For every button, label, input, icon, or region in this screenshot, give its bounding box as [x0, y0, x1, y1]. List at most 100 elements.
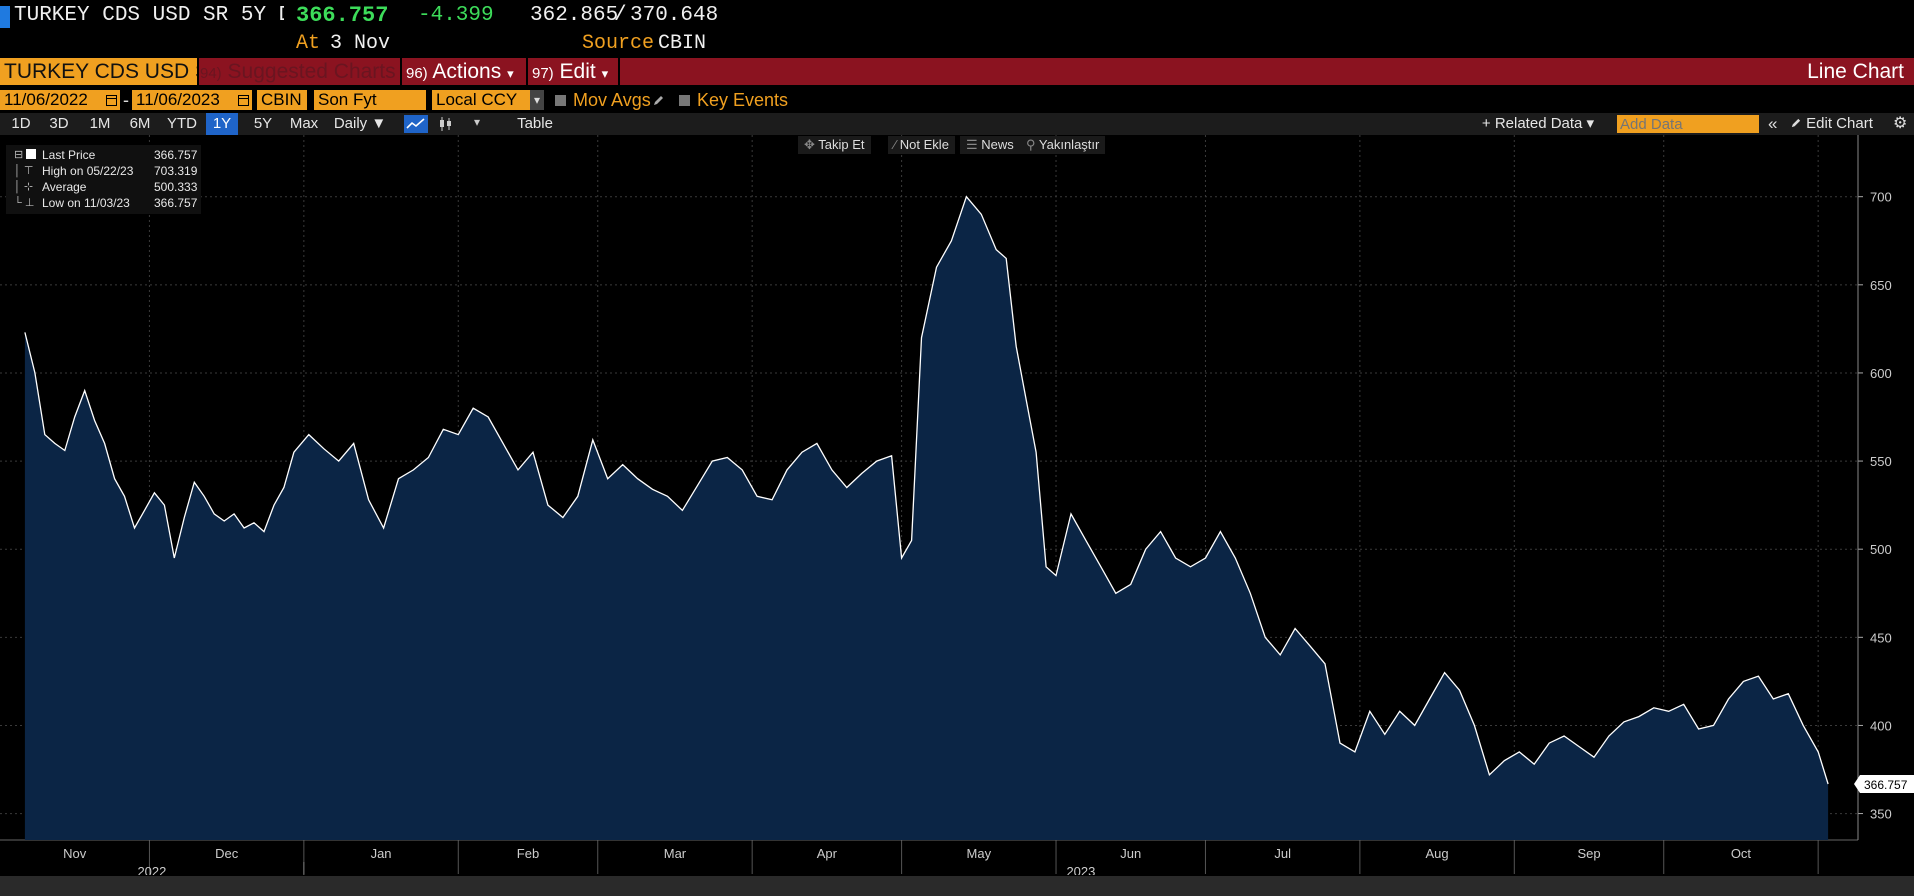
tool-label: Yakınlaştır [1038, 137, 1100, 152]
day-high: 370.648 [630, 4, 719, 27]
legend-value: 366.757 [154, 148, 198, 162]
candle-chart-icon[interactable] [436, 115, 456, 133]
pencil-icon [1791, 118, 1801, 128]
actions-button[interactable]: 96) Actions ▾ [406, 58, 524, 85]
field-selector[interactable]: Son Fyt [314, 90, 426, 110]
last-value-label: 366.757 [1864, 778, 1908, 792]
status-footer [0, 876, 1914, 896]
range-button-1y[interactable]: 1Y [206, 113, 238, 135]
mov-avgs-checkbox[interactable] [555, 95, 566, 106]
legend-average: │ ⊹ Average 500.333 [6, 179, 201, 195]
function-toolbar: TURKEY CDS USD SR 94) Suggested Charts 9… [0, 58, 1914, 85]
y-tick-label: 500 [1870, 542, 1892, 557]
calendar-icon[interactable] [106, 94, 117, 106]
last-price: 366.757 [296, 3, 389, 28]
edit-chart-label: Edit Chart [1806, 115, 1873, 132]
edit-button[interactable]: 97) Edit ▾ [532, 58, 616, 85]
legend-label: Average [42, 180, 87, 194]
add-data-input[interactable] [1617, 115, 1759, 133]
range-separator: / [614, 4, 627, 27]
tool-label: News [981, 137, 1014, 152]
series-area-fill [24, 196, 1829, 840]
x-month-label: May [967, 846, 992, 861]
security-tab-marker[interactable] [0, 6, 10, 28]
tool-label: Not Ekle [899, 137, 949, 152]
chart-parameters: 11/06/2022 - 11/06/2023 CBIN Son Fyt Loc… [0, 87, 1914, 113]
chart-type-label: Line Chart [1807, 60, 1904, 83]
edit-chart-button[interactable]: Edit Chart [1790, 113, 1892, 135]
start-date-value: 11/06/2022 [4, 90, 88, 109]
collapse-icon[interactable]: « [1768, 114, 1778, 133]
table-button[interactable]: Table [517, 115, 553, 132]
news-icon: ☰ [966, 137, 982, 152]
zoom-button[interactable]: ⚲ Yakınlaştır [1020, 136, 1106, 154]
average-marker-icon: │ ⊹ [14, 181, 34, 193]
news-button[interactable]: ☰ News [960, 136, 1020, 154]
at-value: 3 Nov [330, 32, 391, 55]
calendar-icon[interactable] [238, 94, 249, 106]
legend-low: └ ⊥ Low on 11/03/23 366.757 [6, 195, 201, 211]
chart-style-dropdown[interactable]: ▾ [474, 115, 481, 129]
x-month-label: Jun [1120, 846, 1141, 861]
legend-label: Last Price [42, 148, 96, 162]
at-label: At [296, 32, 321, 55]
x-month-label: Jul [1274, 846, 1291, 861]
range-button-6m[interactable]: 6M [129, 115, 151, 132]
legend-high: │ ⊤ High on 05/22/23 703.319 [6, 163, 201, 179]
legend-label: High on 05/22/23 [42, 164, 134, 178]
x-month-label: Oct [1731, 846, 1752, 861]
range-button-3d[interactable]: 3D [49, 115, 69, 132]
end-date-field[interactable]: 11/06/2023 [132, 90, 252, 110]
range-button-max[interactable]: Max [289, 115, 319, 132]
source-field[interactable]: CBIN [257, 90, 307, 110]
mov-avgs-label[interactable]: Mov Avgs [573, 90, 651, 110]
range-button-ytd[interactable]: YTD [167, 115, 197, 132]
x-month-label: Feb [517, 846, 539, 861]
legend-last-price[interactable]: ⊟ Last Price 366.757 [6, 147, 201, 163]
x-month-label: Aug [1426, 846, 1449, 861]
currency-value: Local CCY [436, 90, 518, 109]
security-subheader: At 3 Nov Source CBIN [0, 30, 1914, 58]
range-button-5y[interactable]: 5Y [253, 115, 273, 132]
legend-value: 500.333 [154, 180, 198, 194]
last-value-tag [1854, 775, 1914, 794]
gear-icon[interactable]: ⚙ [1893, 115, 1908, 132]
legend-value: 703.319 [154, 164, 198, 178]
series-line-last-price [24, 195, 1829, 785]
range-button-1d[interactable]: 1D [11, 115, 31, 132]
y-tick-label: 550 [1870, 454, 1892, 469]
range-button-1m[interactable]: 1M [89, 115, 111, 132]
tool-label: Takip Et [818, 137, 865, 152]
x-month-label: Apr [817, 846, 838, 861]
legend-checkbox-icon[interactable]: ⊟ [14, 147, 38, 163]
actions-label: Actions [432, 60, 502, 83]
key-events-label[interactable]: Key Events [697, 90, 789, 110]
key-events-checkbox[interactable] [679, 95, 690, 106]
chevron-down-icon: ▾ [530, 90, 544, 110]
suggested-charts-label: Suggested Charts [227, 60, 396, 83]
currency-selector[interactable]: Local CCY ▾ [432, 90, 544, 110]
pencil-icon[interactable] [652, 94, 665, 107]
y-tick-label: 600 [1870, 366, 1892, 381]
x-year-label: 2023 [1066, 864, 1095, 875]
ticker-field[interactable]: TURKEY CDS USD SR [0, 58, 197, 85]
high-marker-icon: │ ⊤ [14, 165, 34, 177]
start-date-field[interactable]: 11/06/2022 [0, 90, 120, 110]
periodicity-selector[interactable]: Daily ▼ [333, 115, 387, 132]
low-marker-icon: └ ⊥ [14, 197, 35, 209]
source-value: CBIN [658, 32, 707, 55]
line-chart-icon[interactable] [404, 115, 428, 133]
security-name: TURKEY CDS USD SR 5Y D14 [14, 4, 284, 27]
related-data-button[interactable]: + Related Data ▾ [1481, 115, 1595, 132]
note-icon: ⁄ [894, 137, 900, 152]
add-note-button[interactable]: ⁄ Not Ekle [888, 136, 955, 154]
follow-button[interactable]: ✥ Takip Et [798, 136, 871, 154]
day-low: 362.865 [530, 4, 619, 27]
price-chart[interactable]: 350 400 450 500 550 600 650 700 Nov Dec Jan Feb Mar A… [0, 135, 1914, 875]
crosshair-icon: ✥ [804, 137, 819, 152]
security-header: TURKEY CDS USD SR 5Y D14 366.757 -4.399 … [0, 0, 1914, 30]
suggested-charts-button[interactable]: 94) Suggested Charts [200, 58, 400, 85]
x-month-label: Nov [63, 846, 87, 861]
source-label: Source [582, 32, 655, 55]
x-month-label: Dec [215, 846, 239, 861]
